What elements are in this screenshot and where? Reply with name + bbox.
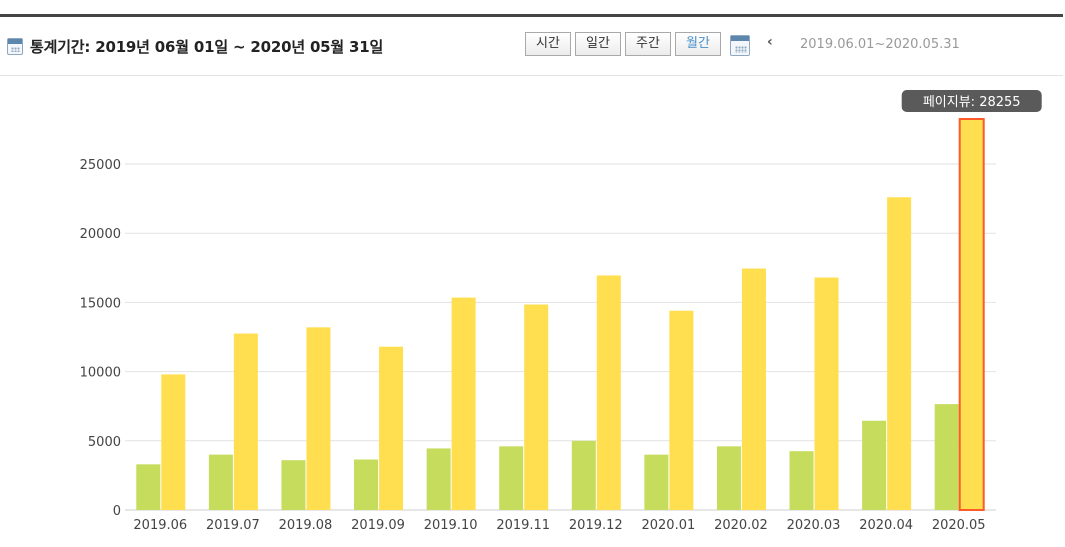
- daily-button[interactable]: 일간: [575, 32, 621, 56]
- x-tick-label: 2020.02: [714, 518, 768, 533]
- x-tick-label: 2020.05: [932, 518, 986, 533]
- stats-header: 통계기간: 2019년 06월 01일 ~ 2020년 05월 31일 시간 일…: [0, 30, 1063, 66]
- tooltip-box: [901, 90, 1042, 112]
- bar-series-2: [958, 118, 985, 511]
- chart-tooltip: 페이지뷰: 28255: [901, 90, 1042, 112]
- x-tick-label: 2020.01: [641, 518, 695, 533]
- date-range-text: 2019.06.01~2020.05.31: [800, 37, 960, 52]
- y-tick-label: 20000: [80, 227, 121, 242]
- x-tick-label: 2020.03: [787, 518, 841, 533]
- bar-series-2: [814, 277, 839, 510]
- x-axis-ticks: 2019.06 2019.07 2019.08 2019.09 2019.10 2019.…: [133, 518, 985, 533]
- y-tick-label: 0: [113, 504, 121, 519]
- bar-series-2: [451, 297, 476, 510]
- bar-series-1: [862, 420, 887, 510]
- bar-series-2: [669, 310, 694, 510]
- bar-series-2: [233, 333, 258, 510]
- bar-series-1: [426, 448, 451, 510]
- header-divider: [0, 75, 1063, 76]
- bar-series-2: [887, 197, 912, 510]
- tooltip-text: 페이지뷰: 28255: [923, 95, 1021, 110]
- x-tick-label: 2019.11: [496, 518, 550, 533]
- date-picker-icon[interactable]: [730, 35, 750, 56]
- x-tick-label: 2019.06: [133, 518, 187, 533]
- pageview-chart: 0 5000 10000 15000 20000 25000 2019.06 2019.07…: [80, 90, 1042, 533]
- calendar-icon: [7, 38, 23, 55]
- bar-series-2: [596, 275, 621, 510]
- bar-series-2: [161, 374, 186, 510]
- bar-series-1: [208, 454, 233, 510]
- bar-series-1: [571, 440, 596, 510]
- bar-series-1: [281, 460, 306, 510]
- x-tick-label: 2019.07: [206, 518, 260, 533]
- chevron-left-icon[interactable]: ‹: [767, 34, 773, 50]
- weekly-button[interactable]: 주간: [625, 32, 671, 56]
- bar-series-2: [524, 304, 549, 510]
- monthly-button[interactable]: 월간: [675, 32, 721, 56]
- y-tick-label: 25000: [80, 158, 121, 173]
- x-tick-label: 2019.10: [424, 518, 478, 533]
- y-tick-label: 10000: [80, 366, 121, 381]
- bar-series-2: [379, 346, 404, 510]
- y-tick-label: 15000: [80, 296, 121, 311]
- x-tick-label: 2020.04: [859, 518, 913, 533]
- y-axis-ticks: 0 5000 10000 15000 20000 25000: [80, 158, 121, 519]
- hourly-button[interactable]: 시간: [525, 32, 571, 56]
- chart-bars: [136, 118, 985, 511]
- chart-grid: [125, 163, 996, 511]
- y-tick-label: 5000: [88, 435, 121, 450]
- x-tick-label: 2019.12: [569, 518, 623, 533]
- bar-series-1: [789, 451, 814, 510]
- bar-series-1: [136, 464, 161, 510]
- x-tick-label: 2019.09: [351, 518, 405, 533]
- bar-series-1: [716, 446, 741, 510]
- bar-series-2: [741, 268, 766, 510]
- bar-series-2: [306, 327, 331, 510]
- bar-series-1: [354, 459, 379, 510]
- bar-series-1: [934, 404, 959, 510]
- bar-series-1: [644, 454, 669, 510]
- top-rule: [0, 14, 1063, 17]
- stats-period-title: 통계기간: 2019년 06월 01일 ~ 2020년 05월 31일: [30, 38, 384, 56]
- x-tick-label: 2019.08: [279, 518, 333, 533]
- bar-series-1: [499, 446, 524, 510]
